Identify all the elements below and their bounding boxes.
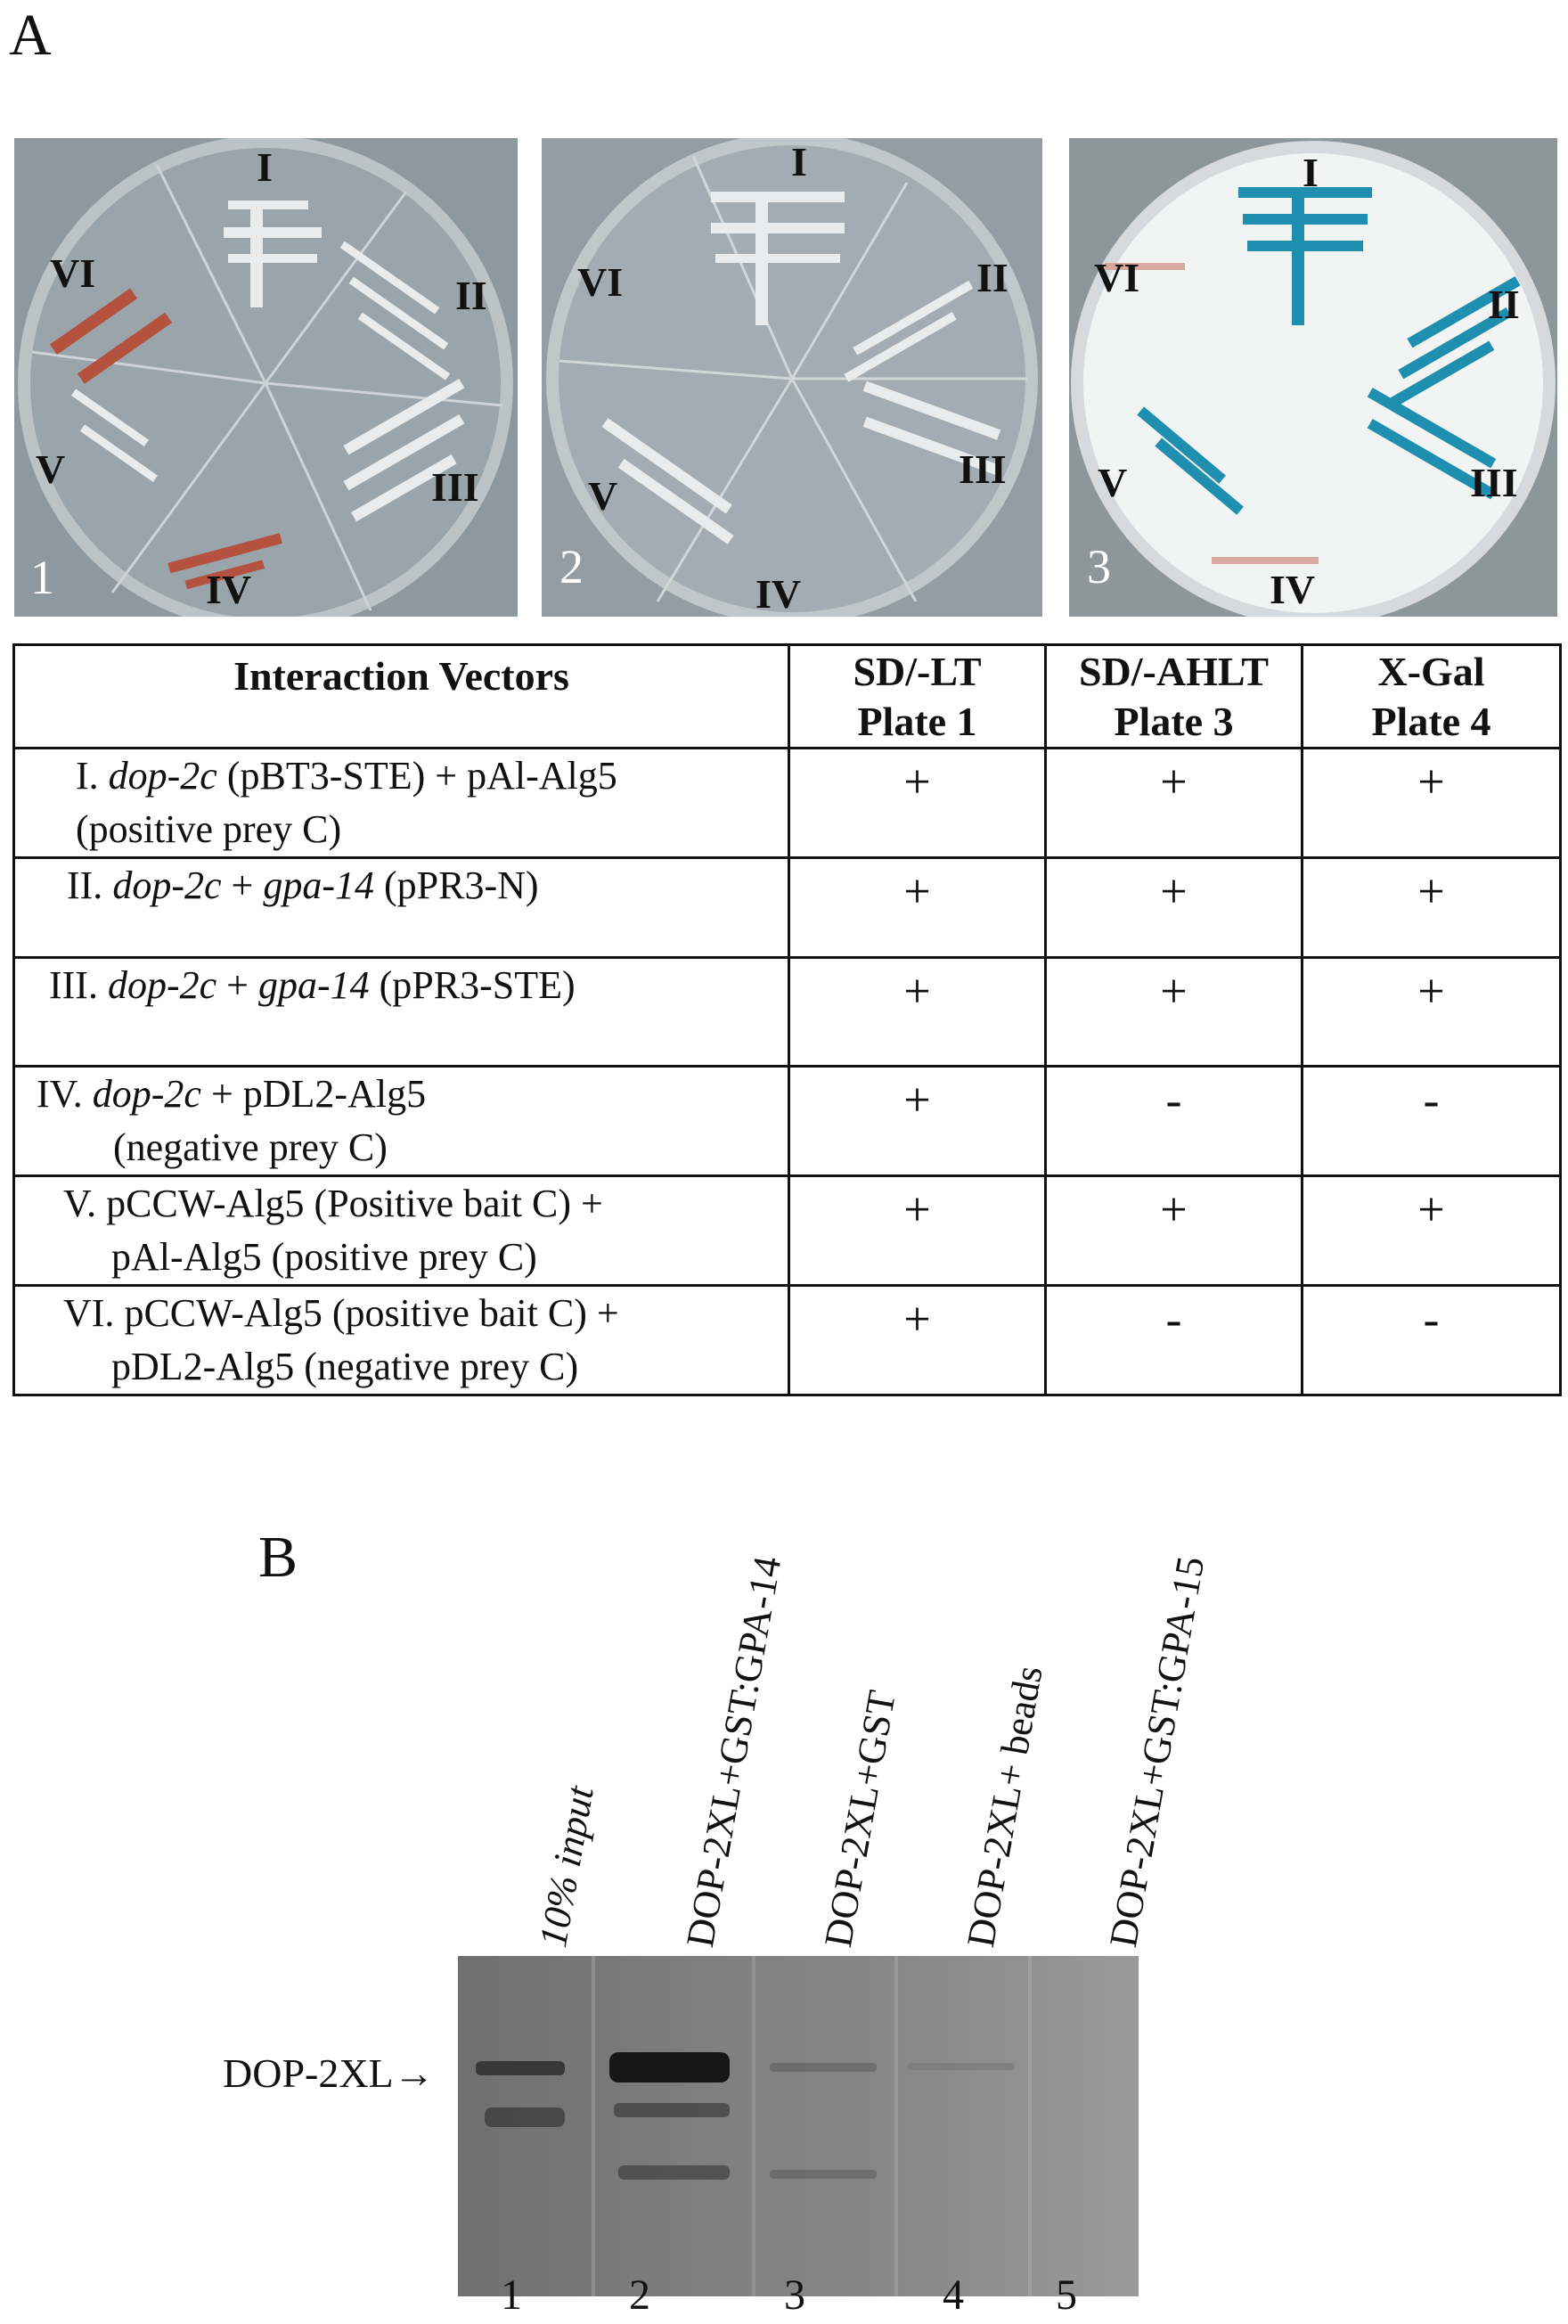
plate-2-section-VI: VI xyxy=(577,259,624,305)
plate-3-section-V: V xyxy=(1098,460,1128,505)
row-4-sd-ahlt: - xyxy=(1044,1065,1303,1177)
table-row: II. dop-2c + gpa-14 (pPR3-N) + + + xyxy=(12,856,1562,959)
table-row: V. pCCW-Alg5 (Positive bait C) + pAl-Alg… xyxy=(12,1174,1562,1287)
plate-1-section-VI: VI xyxy=(50,250,96,296)
row-1-sd-ahlt: + xyxy=(1044,747,1303,859)
plate-2-number: 2 xyxy=(559,540,584,593)
table-row: IV. dop-2c + pDL2-Alg5 (negative prey C)… xyxy=(12,1065,1562,1177)
lane-2-number: 2 xyxy=(629,2271,650,2319)
dop-2xl-band-label: DOP-2XL→ xyxy=(223,2050,435,2096)
header-interaction-vectors: Interaction Vectors xyxy=(12,643,790,749)
right-arrow-icon: → xyxy=(393,2050,435,2096)
western-blot-image xyxy=(458,1956,1139,2296)
row-5-x-gal: + xyxy=(1301,1174,1562,1287)
plate-3-number: 3 xyxy=(1087,540,1111,593)
plate-1-section-II: II xyxy=(455,273,487,318)
lane-4-number: 4 xyxy=(943,2271,964,2319)
row-4-vectors: IV. dop-2c + pDL2-Alg5 (negative prey C) xyxy=(12,1065,790,1177)
lane-5-number: 5 xyxy=(1056,2271,1077,2319)
row-3-sd-lt: + xyxy=(788,956,1047,1068)
row-6-x-gal: - xyxy=(1301,1284,1562,1396)
row-1-sd-lt: + xyxy=(788,747,1047,859)
lane-2-label: DOP-2XL+GST:GPA-14 xyxy=(677,1552,790,1951)
row-3-sd-ahlt: + xyxy=(1044,956,1303,1068)
plate-photo-row: I II III IV V VI 1 xyxy=(14,138,1557,617)
panel-b-letter: B xyxy=(258,1525,298,1590)
plate-3-section-VI: VI xyxy=(1094,255,1140,300)
table-row: I. dop-2c (pBT3-STE) + pAl-Alg5 (positiv… xyxy=(12,747,1562,859)
row-6-vectors: VI. pCCW-Alg5 (positive bait C) + pDL2-A… xyxy=(12,1284,790,1396)
row-4-sd-lt: + xyxy=(788,1065,1047,1177)
row-4-x-gal: - xyxy=(1301,1065,1562,1177)
row-1-vectors: I. dop-2c (pBT3-STE) + pAl-Alg5 (positiv… xyxy=(12,747,790,859)
plate-1-section-V: V xyxy=(36,446,66,492)
row-2-sd-ahlt: + xyxy=(1044,856,1303,959)
row-5-sd-ahlt: + xyxy=(1044,1174,1303,1287)
lane-1-label: 10% input xyxy=(530,1782,602,1951)
plate-3-section-IV: IV xyxy=(1270,567,1316,612)
lane-1-number: 1 xyxy=(501,2271,522,2319)
lane-3-number: 3 xyxy=(784,2271,805,2319)
lane-3-label: DOP-2XL+GST xyxy=(815,1687,904,1951)
row-6-sd-ahlt: - xyxy=(1044,1284,1303,1396)
header-x-gal: X-Gal Plate 4 xyxy=(1301,643,1562,749)
plate-2-photo: I II III IV V VI 2 xyxy=(542,138,1042,617)
table-header-row: Interaction Vectors SD/-LT Plate 1 SD/-AH… xyxy=(12,643,1562,749)
plate-2-section-IV: IV xyxy=(755,571,802,617)
lane-4-label: DOP-2XL+ beads xyxy=(958,1662,1051,1951)
row-5-sd-lt: + xyxy=(788,1174,1047,1287)
plate-2-section-I: I xyxy=(791,139,807,184)
plate-1-number: 1 xyxy=(30,551,54,604)
row-5-vectors: V. pCCW-Alg5 (Positive bait C) + pAl-Alg… xyxy=(12,1174,790,1287)
plate-1-section-I: I xyxy=(257,144,273,190)
plate-1-photo: I II III IV V VI 1 xyxy=(14,138,518,617)
row-2-vectors: II. dop-2c + gpa-14 (pPR3-N) xyxy=(12,856,790,959)
lane-5-label: DOP-2XL+GST:GPA-15 xyxy=(1100,1552,1213,1951)
plate-2-section-II: II xyxy=(976,255,1009,300)
plate-2-section-V: V xyxy=(588,473,618,519)
interaction-results-table: Interaction Vectors SD/-LT Plate 1 SD/-AH… xyxy=(12,643,1562,1396)
plate-3-photo: I II III IV V VI 3 xyxy=(1069,138,1557,617)
row-2-sd-lt: + xyxy=(788,856,1047,959)
table-row: III. dop-2c + gpa-14 (pPR3-STE) + + + xyxy=(12,956,1562,1068)
plate-1-section-IV: IV xyxy=(206,567,252,612)
row-3-vectors: III. dop-2c + gpa-14 (pPR3-STE) xyxy=(12,956,790,1068)
plate-3-section-III: III xyxy=(1470,460,1518,505)
plate-3-section-I: I xyxy=(1303,150,1319,195)
table-row: VI. pCCW-Alg5 (positive bait C) + pDL2-A… xyxy=(12,1284,1562,1396)
plate-1-section-III: III xyxy=(431,464,479,510)
header-sd-lt: SD/-LT Plate 1 xyxy=(788,643,1047,749)
row-2-x-gal: + xyxy=(1301,856,1562,959)
row-6-sd-lt: + xyxy=(788,1284,1047,1396)
row-1-x-gal: + xyxy=(1301,747,1562,859)
header-sd-ahlt: SD/-AHLT Plate 3 xyxy=(1044,643,1303,749)
panel-a-letter: A xyxy=(9,3,52,68)
row-3-x-gal: + xyxy=(1301,956,1562,1068)
plate-3-section-II: II xyxy=(1488,282,1520,327)
plate-2-section-III: III xyxy=(959,446,1007,492)
